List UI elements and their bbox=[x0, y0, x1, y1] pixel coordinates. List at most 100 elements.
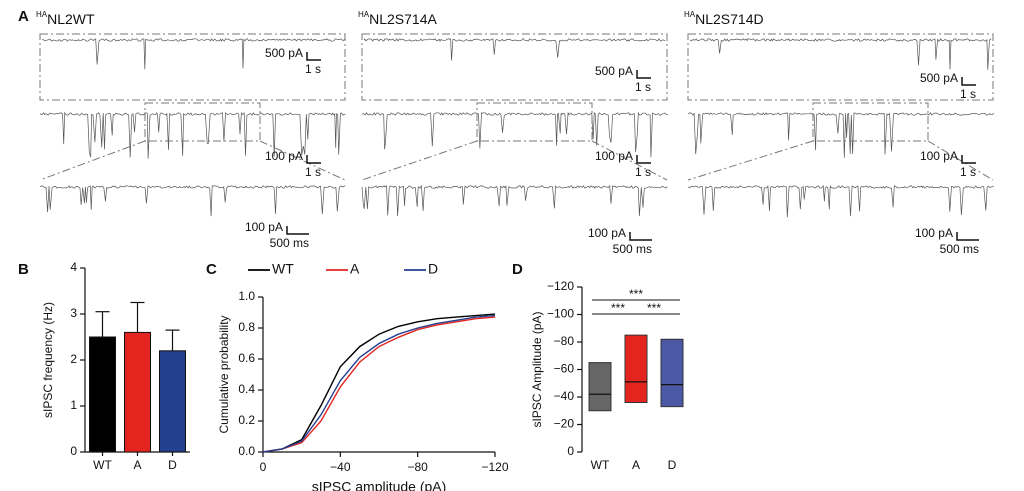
trace bbox=[689, 38, 992, 70]
y-tick-label: −20 bbox=[554, 417, 575, 431]
scale-bar bbox=[956, 232, 979, 241]
scale-label: 500 ms bbox=[270, 236, 309, 250]
range-box bbox=[624, 334, 648, 403]
y-tick-label: 0.4 bbox=[238, 382, 255, 396]
zoom-frame bbox=[39, 33, 346, 101]
trace bbox=[687, 112, 995, 158]
y-tick-label: −60 bbox=[554, 362, 575, 376]
y-tick-label: 1.0 bbox=[238, 289, 255, 303]
trace bbox=[41, 38, 346, 70]
zoom-frame bbox=[687, 33, 994, 101]
y-axis-label: sIPSC frequency (Hz) bbox=[41, 302, 55, 418]
trace-name: NL2WT bbox=[47, 11, 95, 27]
scale-bar bbox=[636, 70, 651, 79]
y-axis-label: Cumulative probability bbox=[217, 315, 231, 433]
zoom-guide bbox=[687, 140, 994, 181]
y-tick-label: 3 bbox=[70, 306, 77, 320]
y-axis-label: sIPSC Amplitude (pA) bbox=[530, 311, 544, 427]
scale-label: 1 s bbox=[635, 165, 651, 179]
scale-label: 500 pA bbox=[265, 46, 303, 60]
scale-bar bbox=[306, 52, 321, 61]
scale-bar bbox=[636, 155, 651, 164]
x-tick-label: D bbox=[668, 458, 677, 472]
x-tick-label: −40 bbox=[330, 460, 351, 474]
bar bbox=[124, 331, 151, 453]
zoom-guide bbox=[361, 140, 668, 181]
panel-label: A bbox=[18, 8, 29, 25]
panel-label: D bbox=[512, 261, 523, 278]
y-tick-label: −120 bbox=[547, 279, 574, 293]
x-tick-label: WT bbox=[591, 458, 610, 472]
range-box bbox=[588, 362, 612, 412]
x-tick-label: 0 bbox=[260, 460, 267, 474]
zoom-frame bbox=[476, 102, 593, 142]
scale-label: 1 s bbox=[305, 62, 321, 76]
scale-label: 100 pA bbox=[245, 220, 283, 234]
x-tick-label: D bbox=[168, 458, 177, 472]
scale-label: 100 pA bbox=[265, 149, 303, 163]
zoom-frame bbox=[361, 33, 668, 101]
superscript: HA bbox=[358, 10, 370, 19]
legend-label: WT bbox=[272, 261, 294, 277]
scale-bar bbox=[306, 155, 321, 164]
zoom-frame bbox=[812, 102, 929, 142]
trace-title: HANL2WT bbox=[36, 10, 95, 27]
y-tick-label: 0.2 bbox=[238, 413, 255, 427]
scale-label: 1 s bbox=[960, 165, 976, 179]
scale-bar bbox=[286, 226, 309, 235]
scale-label: 100 pA bbox=[920, 149, 958, 163]
cdf-line bbox=[262, 314, 496, 453]
scale-label: 100 pA bbox=[595, 149, 633, 163]
y-tick-label: 0.0 bbox=[238, 444, 255, 458]
superscript: HA bbox=[36, 10, 48, 19]
scale-label: 500 pA bbox=[595, 64, 633, 78]
trace bbox=[363, 38, 666, 61]
trace-name: NL2S714D bbox=[695, 11, 764, 27]
y-tick-label: 2 bbox=[70, 352, 77, 366]
y-tick-label: −40 bbox=[554, 389, 575, 403]
y-tick-label: 0 bbox=[567, 444, 574, 458]
scale-bar bbox=[961, 155, 976, 164]
scale-bar bbox=[961, 77, 976, 86]
scale-label: 100 pA bbox=[588, 226, 626, 240]
x-tick-label: −120 bbox=[481, 460, 508, 474]
cdf-line bbox=[262, 316, 496, 453]
scale-label: 1 s bbox=[960, 87, 976, 101]
superscript: HA bbox=[684, 10, 696, 19]
zoom-guide bbox=[39, 140, 346, 181]
trace bbox=[687, 184, 994, 218]
scale-label: 500 ms bbox=[940, 242, 979, 256]
y-tick-label: 4 bbox=[70, 260, 77, 274]
y-tick-label: 0.8 bbox=[238, 320, 255, 334]
bar bbox=[89, 336, 116, 453]
legend-label: A bbox=[350, 261, 360, 277]
trace bbox=[361, 184, 668, 217]
significance-label: *** bbox=[647, 301, 661, 315]
x-tick-label: WT bbox=[93, 458, 112, 472]
x-tick-label: A bbox=[133, 458, 141, 472]
bar bbox=[159, 350, 186, 453]
scale-label: 1 s bbox=[305, 165, 321, 179]
x-tick-label: −80 bbox=[407, 460, 428, 474]
trace-name: NL2S714A bbox=[369, 11, 437, 27]
cdf-line bbox=[262, 313, 496, 453]
scale-label: 100 pA bbox=[915, 226, 953, 240]
range-box bbox=[660, 338, 684, 408]
trace-title: HANL2S714A bbox=[358, 10, 438, 27]
y-tick-label: 0.6 bbox=[238, 351, 255, 365]
trace bbox=[39, 185, 346, 217]
significance-label: *** bbox=[611, 301, 625, 315]
x-axis-label: sIPSC amplitude (pA) bbox=[312, 479, 447, 491]
scale-label: 1 s bbox=[635, 80, 651, 94]
scale-label: 500 pA bbox=[920, 71, 958, 85]
trace-title: HANL2S714D bbox=[684, 10, 764, 27]
y-tick-label: 0 bbox=[70, 444, 77, 458]
y-tick-label: −100 bbox=[547, 307, 574, 321]
zoom-frame bbox=[144, 102, 261, 142]
scale-label: 500 ms bbox=[613, 242, 652, 256]
y-tick-label: −80 bbox=[554, 334, 575, 348]
x-tick-label: A bbox=[632, 458, 640, 472]
panel-label: C bbox=[206, 261, 217, 278]
scale-bar bbox=[629, 232, 652, 241]
